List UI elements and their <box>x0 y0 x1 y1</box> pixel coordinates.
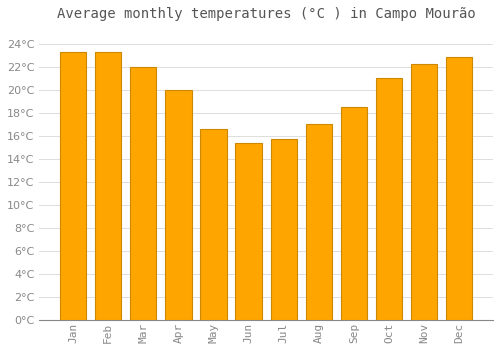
Bar <box>376 78 402 320</box>
Bar <box>95 51 122 320</box>
Bar <box>411 64 438 320</box>
Title: Average monthly temperatures (°C ) in Campo Mourão: Average monthly temperatures (°C ) in Ca… <box>57 7 476 21</box>
Bar <box>341 107 367 320</box>
Bar <box>200 129 226 320</box>
Bar <box>306 124 332 320</box>
Bar <box>130 66 156 320</box>
Bar <box>165 90 192 320</box>
Bar <box>60 51 86 320</box>
Bar <box>270 139 297 320</box>
Bar <box>446 57 472 320</box>
Bar <box>236 143 262 320</box>
